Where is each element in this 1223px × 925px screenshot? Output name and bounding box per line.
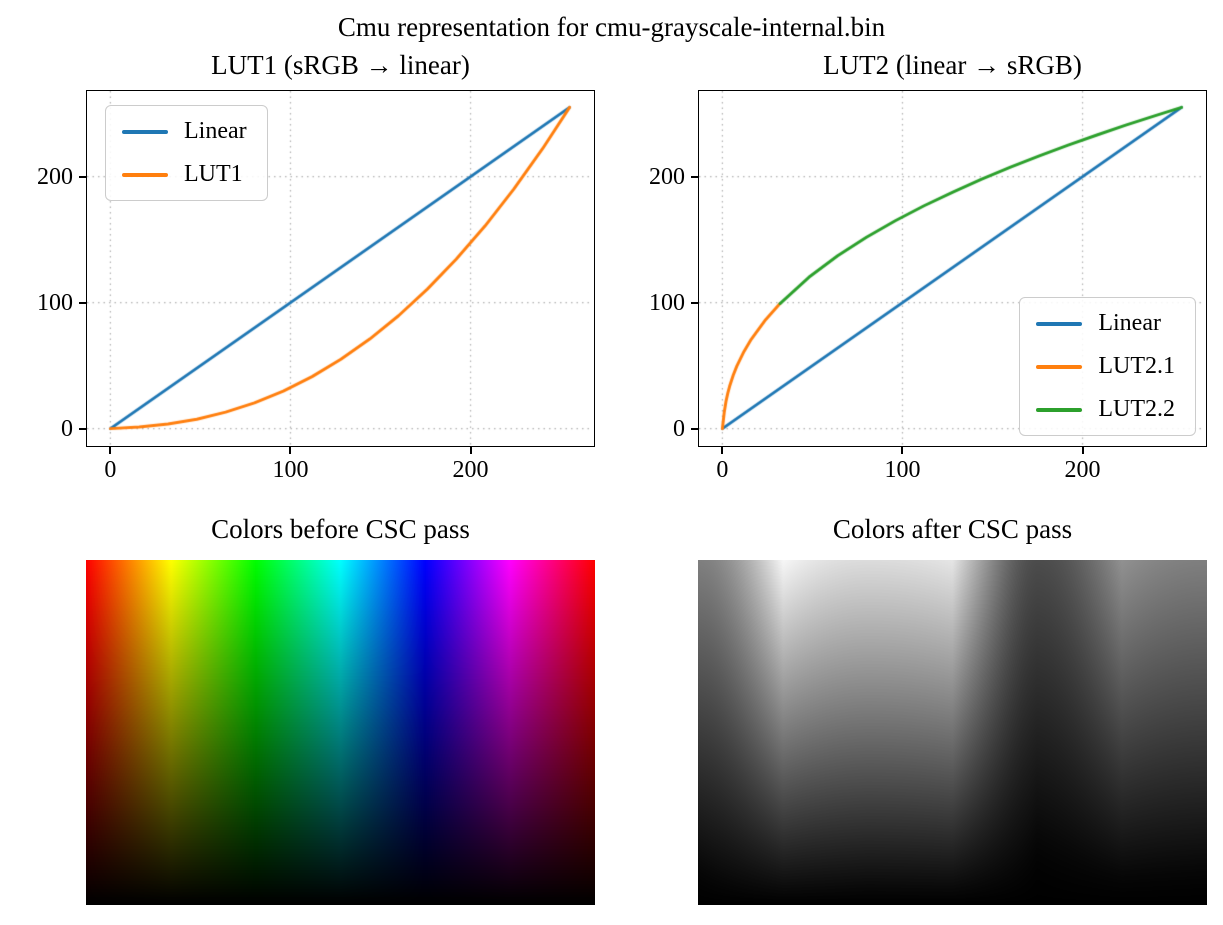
after-csc-canvas xyxy=(698,560,1207,905)
before-csc-image xyxy=(86,560,595,905)
legend-label-linear: Linear xyxy=(1098,310,1161,336)
legend-label-linear: Linear xyxy=(184,118,247,144)
lut2-axes: Linear LUT2.1 LUT2.2 0 100 200 0 100 200 xyxy=(649,90,1207,482)
lut2-1-line-swatch xyxy=(1036,364,1083,369)
image-title-after-csc: Colors after CSC pass xyxy=(832,514,1073,544)
after-csc-image xyxy=(698,560,1207,905)
legend-item-lut1: LUT1 xyxy=(122,161,247,188)
x-tick-mark xyxy=(469,446,472,454)
y-tick-mark xyxy=(79,301,87,304)
x-tick-label: 100 xyxy=(272,457,309,483)
x-tick-label: 0 xyxy=(716,457,729,483)
lut2-legend: Linear LUT2.1 LUT2.2 xyxy=(1019,297,1196,436)
y-tick-mark xyxy=(691,301,699,304)
subplot-title-lut2: LUT2 (linear → sRGB) xyxy=(823,50,1082,80)
y-tick-label: 0 xyxy=(61,415,73,442)
y-tick-label: 100 xyxy=(649,289,685,316)
before-csc-canvas xyxy=(86,560,595,905)
linear-line-swatch xyxy=(1036,321,1083,326)
x-tick-mark xyxy=(289,446,292,454)
x-tick-mark xyxy=(901,446,904,454)
legend-label-lut2-2: LUT2.2 xyxy=(1098,396,1175,422)
y-tick-mark xyxy=(79,427,87,430)
y-tick-label: 0 xyxy=(673,415,685,442)
x-tick-mark xyxy=(721,446,724,454)
legend-item-lut2-1: LUT2.1 xyxy=(1036,353,1175,380)
x-tick-label: 200 xyxy=(1064,457,1101,483)
image-title-before-csc: Colors before CSC pass xyxy=(211,514,470,544)
legend-item-lut2-2: LUT2.2 xyxy=(1036,396,1175,423)
y-tick-label: 100 xyxy=(37,289,73,316)
legend-item-linear: Linear xyxy=(122,118,247,145)
legend-label-lut1: LUT1 xyxy=(184,161,243,187)
linear-line-swatch xyxy=(122,129,168,134)
lut1-line-swatch xyxy=(122,172,168,177)
x-tick-mark xyxy=(109,446,112,454)
x-tick-label: 100 xyxy=(884,457,921,483)
x-tick-label: 200 xyxy=(452,457,489,483)
y-tick-label: 200 xyxy=(37,163,73,190)
lut1-legend: Linear LUT1 xyxy=(105,105,268,201)
legend-item-linear: Linear xyxy=(1036,310,1175,337)
y-tick-mark xyxy=(691,427,699,430)
subplot-title-lut1: LUT1 (sRGB → linear) xyxy=(211,50,470,80)
y-tick-mark xyxy=(691,175,699,178)
lut2-2-line-swatch xyxy=(1036,407,1083,412)
figure-suptitle: Cmu representation for cmu-grayscale-int… xyxy=(337,12,886,42)
y-tick-label: 200 xyxy=(649,163,685,190)
lut1-axes: Linear LUT1 0 100 200 0 100 200 xyxy=(37,90,595,482)
legend-label-lut2-1: LUT2.1 xyxy=(1098,353,1175,379)
y-tick-mark xyxy=(79,175,87,178)
x-tick-label: 0 xyxy=(104,457,117,483)
x-tick-mark xyxy=(1081,446,1084,454)
